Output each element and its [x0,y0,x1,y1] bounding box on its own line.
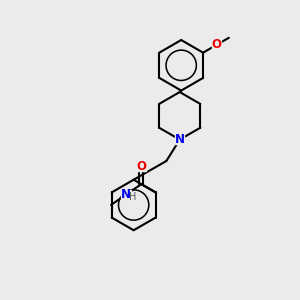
Text: O: O [136,160,146,173]
Bar [175,135,184,144]
Text: N: N [121,188,131,201]
Bar [121,190,131,199]
Text: H: H [129,192,136,202]
Bar [212,40,221,50]
Bar [137,163,146,171]
Text: N: N [175,133,185,146]
Text: O: O [212,38,221,51]
